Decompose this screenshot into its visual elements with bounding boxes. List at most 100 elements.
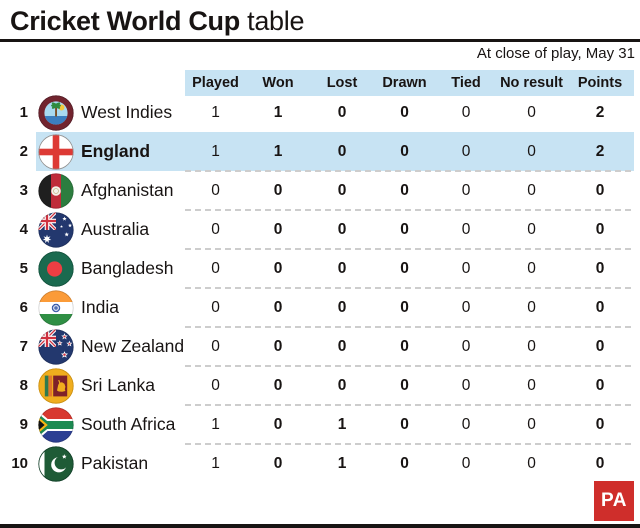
cell-no-result: 0: [527, 181, 536, 199]
cell-no-result: 0: [527, 298, 536, 316]
cell-lost: 0: [337, 220, 347, 238]
cell-drawn: 0: [400, 142, 409, 160]
team-name: India: [81, 297, 119, 317]
rank-number: 4: [19, 221, 28, 238]
standings-table-body: 1 West Indies 1 1 0 0 0 0 2 2 England 1 1 0 0 0 0 2 3 Afgha…: [0, 93, 634, 483]
cell-won: 0: [273, 415, 283, 433]
cell-points: 0: [595, 220, 605, 238]
new-zealand-flag-icon: [38, 328, 74, 365]
cell-played: 1: [211, 142, 220, 160]
column-header-drawn: Drawn: [382, 75, 427, 91]
cell-lost: 1: [337, 415, 347, 433]
pa-logo: PA: [594, 481, 634, 521]
cell-won: 0: [273, 259, 283, 277]
table-row-australia: 4 Australia 0 0 0 0 0 0 0: [0, 210, 634, 250]
cell-won: 0: [273, 376, 283, 394]
team-name: England: [81, 141, 151, 161]
cell-drawn: 0: [400, 181, 409, 199]
cell-tied: 0: [461, 337, 471, 355]
cell-lost: 0: [337, 181, 347, 199]
bangladesh-flag-icon: [38, 250, 74, 287]
bottom-rule: [0, 524, 640, 528]
row-divider: [185, 170, 634, 172]
cell-won: 0: [273, 181, 283, 199]
cell-points: 0: [595, 415, 605, 433]
column-header-no-result: No result: [500, 75, 563, 91]
team-name: West Indies: [81, 102, 173, 122]
column-header-tied: Tied: [451, 75, 481, 91]
header-band: [185, 70, 634, 96]
rank-number: 3: [19, 182, 28, 199]
cell-no-result: 0: [527, 376, 536, 394]
sri-lanka-flag-icon: [38, 367, 74, 404]
cell-won: 0: [273, 337, 283, 355]
cell-no-result: 0: [527, 142, 536, 160]
team-name: South Africa: [81, 414, 176, 434]
cell-won: 1: [273, 142, 283, 160]
cell-lost: 1: [337, 454, 347, 472]
cell-won: 0: [273, 298, 283, 316]
column-header-played: Played: [192, 75, 239, 91]
team-name: New Zealand: [81, 336, 185, 356]
cell-lost: 0: [337, 142, 347, 160]
cell-drawn: 0: [400, 454, 409, 472]
top-rule: [0, 39, 640, 42]
cell-points: 0: [595, 259, 605, 277]
cell-points: 0: [595, 376, 605, 394]
row-divider: [185, 326, 634, 328]
cell-played: 1: [211, 454, 220, 472]
cell-tied: 0: [461, 259, 471, 277]
highlighted-row-band: [36, 132, 634, 171]
rank-number: 2: [19, 143, 28, 160]
cell-no-result: 0: [527, 220, 536, 238]
team-name: Sri Lanka: [81, 375, 155, 395]
rank-number: 7: [19, 338, 28, 355]
cell-tied: 0: [461, 181, 471, 199]
row-divider: [185, 287, 634, 289]
cell-drawn: 0: [400, 298, 409, 316]
rank-number: 5: [19, 260, 28, 277]
column-header-won: Won: [262, 75, 294, 91]
team-name: Pakistan: [81, 453, 149, 473]
rank-number: 8: [19, 377, 28, 394]
cell-won: 0: [273, 220, 283, 238]
cell-points: 2: [595, 142, 605, 160]
australia-flag-icon: [38, 211, 74, 248]
cell-points: 0: [595, 337, 605, 355]
cell-drawn: 0: [400, 415, 409, 433]
cell-drawn: 0: [400, 337, 409, 355]
cell-won: 0: [273, 454, 283, 472]
page-title: Cricket World Cup table: [10, 5, 305, 38]
rank-number: 1: [19, 104, 28, 121]
england-flag-icon: [38, 133, 74, 170]
cell-tied: 0: [461, 142, 471, 160]
cell-lost: 0: [337, 298, 347, 316]
cell-lost: 0: [337, 103, 347, 121]
cell-points: 0: [595, 454, 605, 472]
table-header-row: Played Won Lost Drawn Tied No result Points: [0, 70, 634, 96]
cell-points: 0: [595, 298, 605, 316]
cell-drawn: 0: [400, 376, 409, 394]
cell-played: 1: [211, 415, 220, 433]
cell-drawn: 0: [400, 220, 409, 238]
team-name: Australia: [81, 219, 150, 239]
cell-no-result: 0: [527, 103, 536, 121]
table-row-bangladesh: 5 Bangladesh 0 0 0 0 0 0 0: [0, 249, 634, 289]
table-row-sri-lanka: 8 Sri Lanka 0 0 0 0 0 0 0: [0, 366, 634, 406]
column-header-lost: Lost: [326, 75, 358, 91]
cell-no-result: 0: [527, 454, 536, 472]
cell-points: 0: [595, 181, 605, 199]
subtitle: At close of play, May 31: [476, 45, 635, 62]
cell-tied: 0: [461, 220, 471, 238]
rank-number: 10: [11, 455, 28, 472]
cell-played: 0: [211, 181, 220, 199]
row-divider: [185, 443, 634, 445]
title-regular: table: [247, 6, 305, 36]
cell-no-result: 0: [527, 337, 536, 355]
cell-points: 2: [595, 103, 605, 121]
cell-no-result: 0: [527, 415, 536, 433]
cell-tied: 0: [461, 298, 471, 316]
table-row-south-africa: 9 South Africa 1 0 1 0 0 0 0: [0, 405, 634, 445]
table-row-pakistan: 10 Pakistan 1 0 1 0 0 0 0: [0, 444, 634, 483]
table-row-west-indies: 1 West Indies 1 1 0 0 0 0 2: [0, 93, 634, 132]
